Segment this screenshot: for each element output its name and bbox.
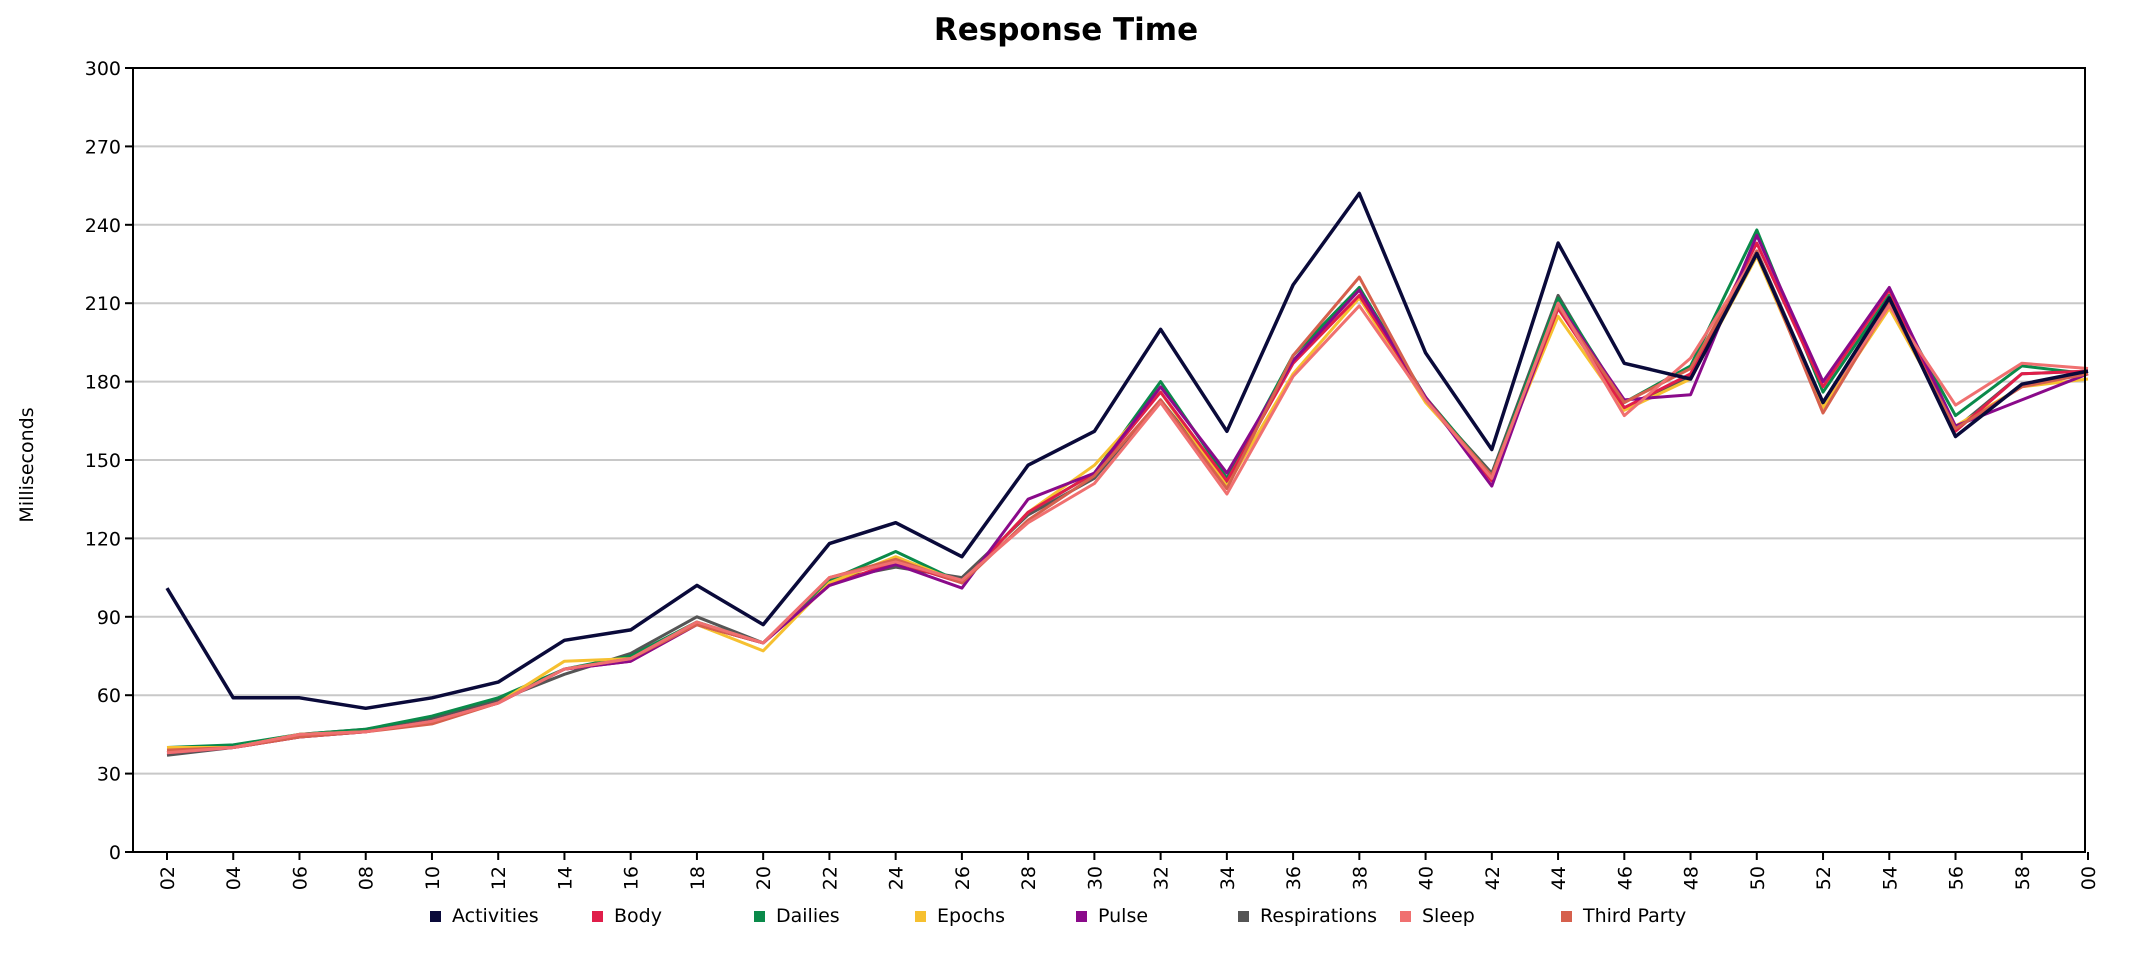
series-line-activities: [165, 191, 2089, 711]
x-tick-label: 50: [1747, 866, 1769, 890]
x-tick-label: 28: [1018, 866, 1040, 890]
legend-label-sleep: Sleep: [1422, 905, 1475, 927]
series-line-pulse: [166, 233, 2089, 755]
x-tick-label: 38: [1349, 866, 1371, 890]
x-tick-label: 12: [488, 866, 510, 890]
y-tick-label: 180: [85, 372, 121, 394]
x-tick-label: 02: [157, 866, 179, 890]
legend-swatch-dailies: [754, 911, 765, 922]
x-tick-label: 18: [687, 866, 709, 890]
chart-title: Response Time: [934, 12, 1198, 48]
x-tick-label: 00: [2078, 866, 2100, 890]
legend-label-body: Body: [614, 905, 662, 927]
y-axis-ticks: 0 30 60 90 120 150 180 210 240 270 300: [85, 58, 133, 864]
legend-label-third-party: Third Party: [1582, 905, 1686, 927]
series-line-body: [166, 241, 2089, 755]
y-tick-label: 90: [97, 607, 121, 629]
legend-swatch-epochs: [915, 911, 926, 922]
y-tick-label: 210: [85, 293, 121, 315]
x-tick-label: 10: [422, 866, 444, 890]
x-tick-label: 48: [1681, 866, 1703, 890]
x-tick-label: 30: [1084, 866, 1106, 890]
legend-label-dailies: Dailies: [776, 905, 840, 927]
x-tick-label: 24: [886, 866, 908, 890]
legend: Activities Body Dailies Epochs Pulse Respirat…: [430, 905, 1686, 927]
x-tick-label: 58: [2012, 866, 2034, 890]
legend-swatch-body: [592, 911, 603, 922]
x-tick-label: 08: [356, 866, 378, 890]
x-tick-label: 36: [1283, 866, 1305, 890]
y-tick-label: 0: [109, 842, 121, 864]
x-tick-label: 16: [621, 866, 643, 890]
x-tick-label: 04: [223, 866, 245, 890]
x-tick-label: 26: [952, 866, 974, 890]
x-tick-label: 44: [1548, 866, 1570, 890]
y-axis-title: Milliseconds: [16, 407, 38, 522]
series-line-third-party: [166, 249, 2089, 752]
y-tick-label: 120: [85, 528, 121, 550]
series-lines: [165, 191, 2089, 757]
legend-label-pulse: Pulse: [1098, 905, 1148, 927]
y-tick-label: 30: [97, 764, 121, 786]
x-tick-label: 32: [1151, 866, 1173, 890]
y-tick-label: 240: [85, 215, 121, 237]
x-tick-label: 22: [819, 866, 841, 890]
x-tick-label: 40: [1416, 866, 1438, 890]
legend-swatch-respirations: [1238, 911, 1249, 922]
y-tick-label: 300: [85, 58, 121, 80]
x-axis-ticks: 02 04 06 08 10 12 14 16 18 20 22 24 26 28 30 32 34 36 38 40…: [157, 852, 2100, 890]
x-tick-label: 20: [753, 866, 775, 890]
y-tick-label: 60: [97, 685, 121, 707]
x-tick-label: 46: [1614, 866, 1636, 890]
series-line-respirations: [166, 249, 2089, 757]
x-tick-label: 14: [554, 866, 576, 890]
series-line-dailies: [166, 228, 2089, 749]
y-tick-label: 270: [85, 136, 121, 158]
x-tick-label: 42: [1482, 866, 1504, 890]
x-tick-label: 06: [289, 866, 311, 890]
x-tick-label: 52: [1813, 866, 1835, 890]
legend-swatch-activities: [430, 911, 441, 922]
legend-swatch-sleep: [1400, 911, 1411, 922]
legend-swatch-third-party: [1561, 911, 1572, 922]
y-tick-label: 150: [85, 450, 121, 472]
x-tick-label: 56: [1946, 866, 1968, 890]
legend-label-epochs: Epochs: [937, 905, 1005, 927]
x-tick-label: 54: [1879, 866, 1901, 890]
x-tick-label: 34: [1217, 866, 1239, 890]
legend-label-activities: Activities: [452, 905, 539, 927]
legend-label-respirations: Respirations: [1260, 905, 1377, 927]
legend-swatch-pulse: [1076, 911, 1087, 922]
plot-area-frame: [132, 67, 2086, 853]
